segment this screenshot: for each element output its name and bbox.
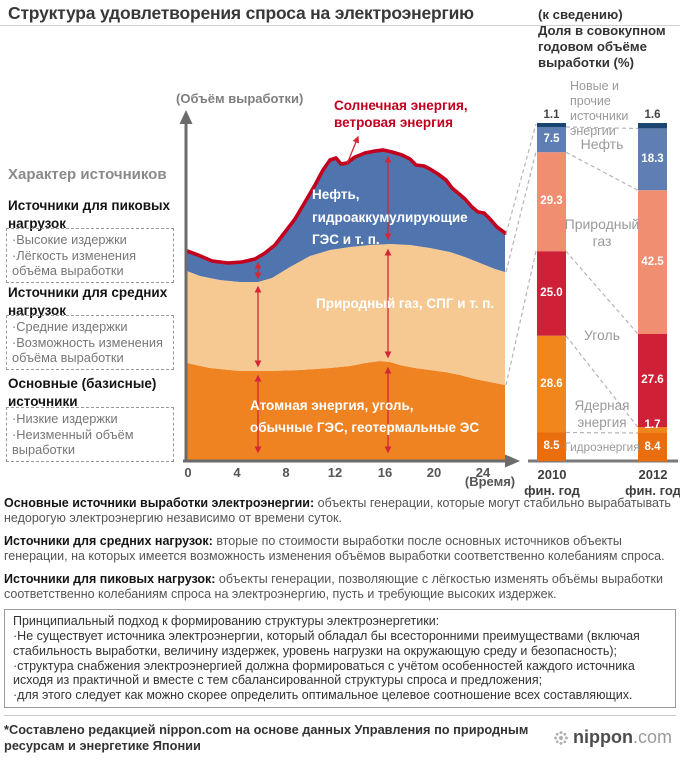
principles-item-2: ·структура снабжения электроэнергией дол… <box>13 658 635 688</box>
definition-base-term: Основные источники выработки электроэнер… <box>4 496 315 510</box>
area-base-band <box>187 361 505 460</box>
legend-nuclear: Ядерная энергия <box>574 398 630 430</box>
bar-2010-gas-segment <box>537 152 566 252</box>
bar-2012-year-sub: фин. год <box>625 483 680 498</box>
x-tick-16: 16 <box>378 465 392 480</box>
bar-2012-new-sources-segment <box>638 123 667 129</box>
area-peak-band <box>187 150 505 282</box>
definition-base-sources: Основные источники выработки электроэнер… <box>4 496 676 526</box>
bar-2012-nuclear-segment <box>638 427 667 433</box>
base-band-label: Атомная энергия, уголь, обычные ГЭС, гео… <box>250 398 480 435</box>
bar-2012-nuclear-value: 1.7 <box>644 419 661 431</box>
peak-band-label: Нефть, гидроаккумулирующие ГЭС и т. п. <box>312 187 468 247</box>
bar-2010-gas-value: 29.3 <box>540 195 563 207</box>
source-note: *Составлено редакцией nippon.com на осно… <box>4 721 529 753</box>
bar-2010-nuclear-value: 28.6 <box>540 378 563 390</box>
x-tick-24: 24 <box>476 465 491 480</box>
principles-item-3: ·для этого следует как можно скорее опре… <box>13 687 633 702</box>
nippon-logo-suffix: .com <box>632 727 672 748</box>
solar-callout-arrow <box>346 135 360 165</box>
solar-wind-line <box>185 148 507 265</box>
definition-peak-text: объекты генерации, позволяющие с лёгкост… <box>4 571 663 601</box>
bar-2010-oil-segment <box>537 127 566 153</box>
legend-oil: Нефть <box>580 136 624 152</box>
sidebar-section-peak-heading: Источники для пиковых нагрузок <box>8 198 171 231</box>
legend-gas: Природный газ <box>564 216 640 249</box>
bar-2010-hydro-value: 8.5 <box>543 440 560 452</box>
y-axis-arrowhead-icon <box>179 110 193 124</box>
bar-2012-year: 2012 <box>638 467 668 482</box>
bar-chart-note: (к сведению) <box>538 7 623 22</box>
principles-title: Принципиальный подход к формированию стр… <box>13 614 440 629</box>
bar-2012-hydro-value: 8.4 <box>644 441 661 453</box>
x-axis-arrowhead-icon <box>505 454 520 468</box>
nippon-logo-mark-icon <box>554 730 568 745</box>
bar-2010-new-sources-segment <box>537 123 566 127</box>
sidebar-section-base-bullets: ·Низкие издержки ·Неизменный объём выраб… <box>6 407 174 462</box>
bar-2010-category-label: 2010 фин. год <box>515 467 589 499</box>
nippon-logo: nippon.com <box>553 727 676 748</box>
x-tick-8: 8 <box>282 465 289 480</box>
bar-2012-new-sources-value: 1.6 <box>644 109 661 121</box>
solar-wind-label: Солнечная энергия, ветровая энергия <box>334 98 468 130</box>
bar-2012-oil-segment <box>638 128 667 191</box>
x-tick-0: 0 <box>184 465 191 480</box>
definition-peak-term: Источники для пиковых нагрузок: <box>4 571 216 586</box>
bar-2010-hydro-segment <box>537 432 566 462</box>
band-span-arrows <box>254 155 392 454</box>
definition-peak-sources: Источники для пиковых нагрузок: объекты … <box>4 572 676 602</box>
middle-band-label: Природный газ, СПГ и т. п. <box>316 296 495 311</box>
sidebar-section-middle-heading: Источники для средних нагрузок <box>8 285 168 318</box>
legend-new-sources: Новые и прочие источники энергии <box>570 79 629 138</box>
definitions-section: Основные источники выработки электроэнер… <box>0 496 680 754</box>
title-divider <box>0 25 680 26</box>
bar-2012-oil-value: 18.3 <box>641 153 664 165</box>
definition-middle-sources: Источники для средних нагрузок: вторые п… <box>4 534 676 564</box>
bar-chart-subtitle: Доля в совокупном годовом объёме выработ… <box>538 23 666 70</box>
bar-2010-coal-value: 25.0 <box>540 287 563 299</box>
definition-base-text: объекты генерации, которые могут стабиль… <box>4 496 671 525</box>
bar-2012-coal-value: 27.6 <box>641 374 664 386</box>
page-title: Структура удовлетворения спроса на элект… <box>8 3 474 23</box>
legend-coal: Уголь <box>583 327 620 343</box>
legend-hydro: Гидроэнергия <box>564 440 640 454</box>
bar-2010-new-sources-value: 1.1 <box>543 109 560 121</box>
x-tick-12: 12 <box>328 465 342 480</box>
bar-2010-nuclear-segment <box>537 335 566 433</box>
bar-2012-category-label: 2012 фин. год <box>616 467 680 499</box>
sidebar-title: Характер источников <box>8 166 167 183</box>
bar-to-bar-connectors <box>565 126 639 434</box>
bar-2012-gas-segment <box>638 190 667 334</box>
definition-middle-text: вторые по стоимости выработки после осно… <box>4 533 665 563</box>
bar-2010-oil-value: 7.5 <box>543 133 560 145</box>
sidebar-section-peak-bullets: ·Высокие издержки ·Лёгкость изменения об… <box>6 228 174 283</box>
charts-canvas: 0 4 8 12 16 20 24 <box>179 110 678 480</box>
x-tick-labels: 0 4 8 12 16 20 24 <box>184 465 491 480</box>
x-tick-20: 20 <box>427 465 441 480</box>
area-to-bar-connectors <box>505 123 537 386</box>
bar-2010-coal-segment <box>537 251 566 336</box>
bar-2012 <box>638 123 667 462</box>
principles-box: Принципиальный подход к формированию стр… <box>4 609 676 708</box>
bar-chart-heading: (к сведению) Доля в совокупном годовом о… <box>538 7 679 71</box>
nippon-logo-word: nippon <box>573 727 633 748</box>
definition-middle-term: Источники для средних нагрузок: <box>4 533 213 548</box>
footer: *Составлено редакцией nippon.com на осно… <box>4 714 676 754</box>
x-axis-label: (Время) <box>464 474 516 489</box>
bar-2012-gas-value: 42.5 <box>641 256 664 268</box>
bar-2012-coal-segment <box>638 334 667 428</box>
bar-2010-year: 2010 <box>537 467 567 482</box>
bar-2012-hydro-segment <box>638 433 667 462</box>
principles-item-1: ·Не существует источника электроэнергии,… <box>13 629 640 658</box>
area-middle-band <box>187 244 505 385</box>
x-tick-4: 4 <box>233 465 241 480</box>
nippon-logo-text: nippon.com <box>573 727 672 748</box>
sidebar-section-base-heading: Основные (базисные) источники <box>8 376 157 409</box>
bar-2010 <box>537 123 566 462</box>
sidebar-section-middle-bullets: ·Средние издержки ·Возможность изменения… <box>6 315 174 370</box>
bar-2010-year-sub: фин. год <box>524 483 580 498</box>
y-axis-label: (Объём выработки) <box>176 91 304 106</box>
